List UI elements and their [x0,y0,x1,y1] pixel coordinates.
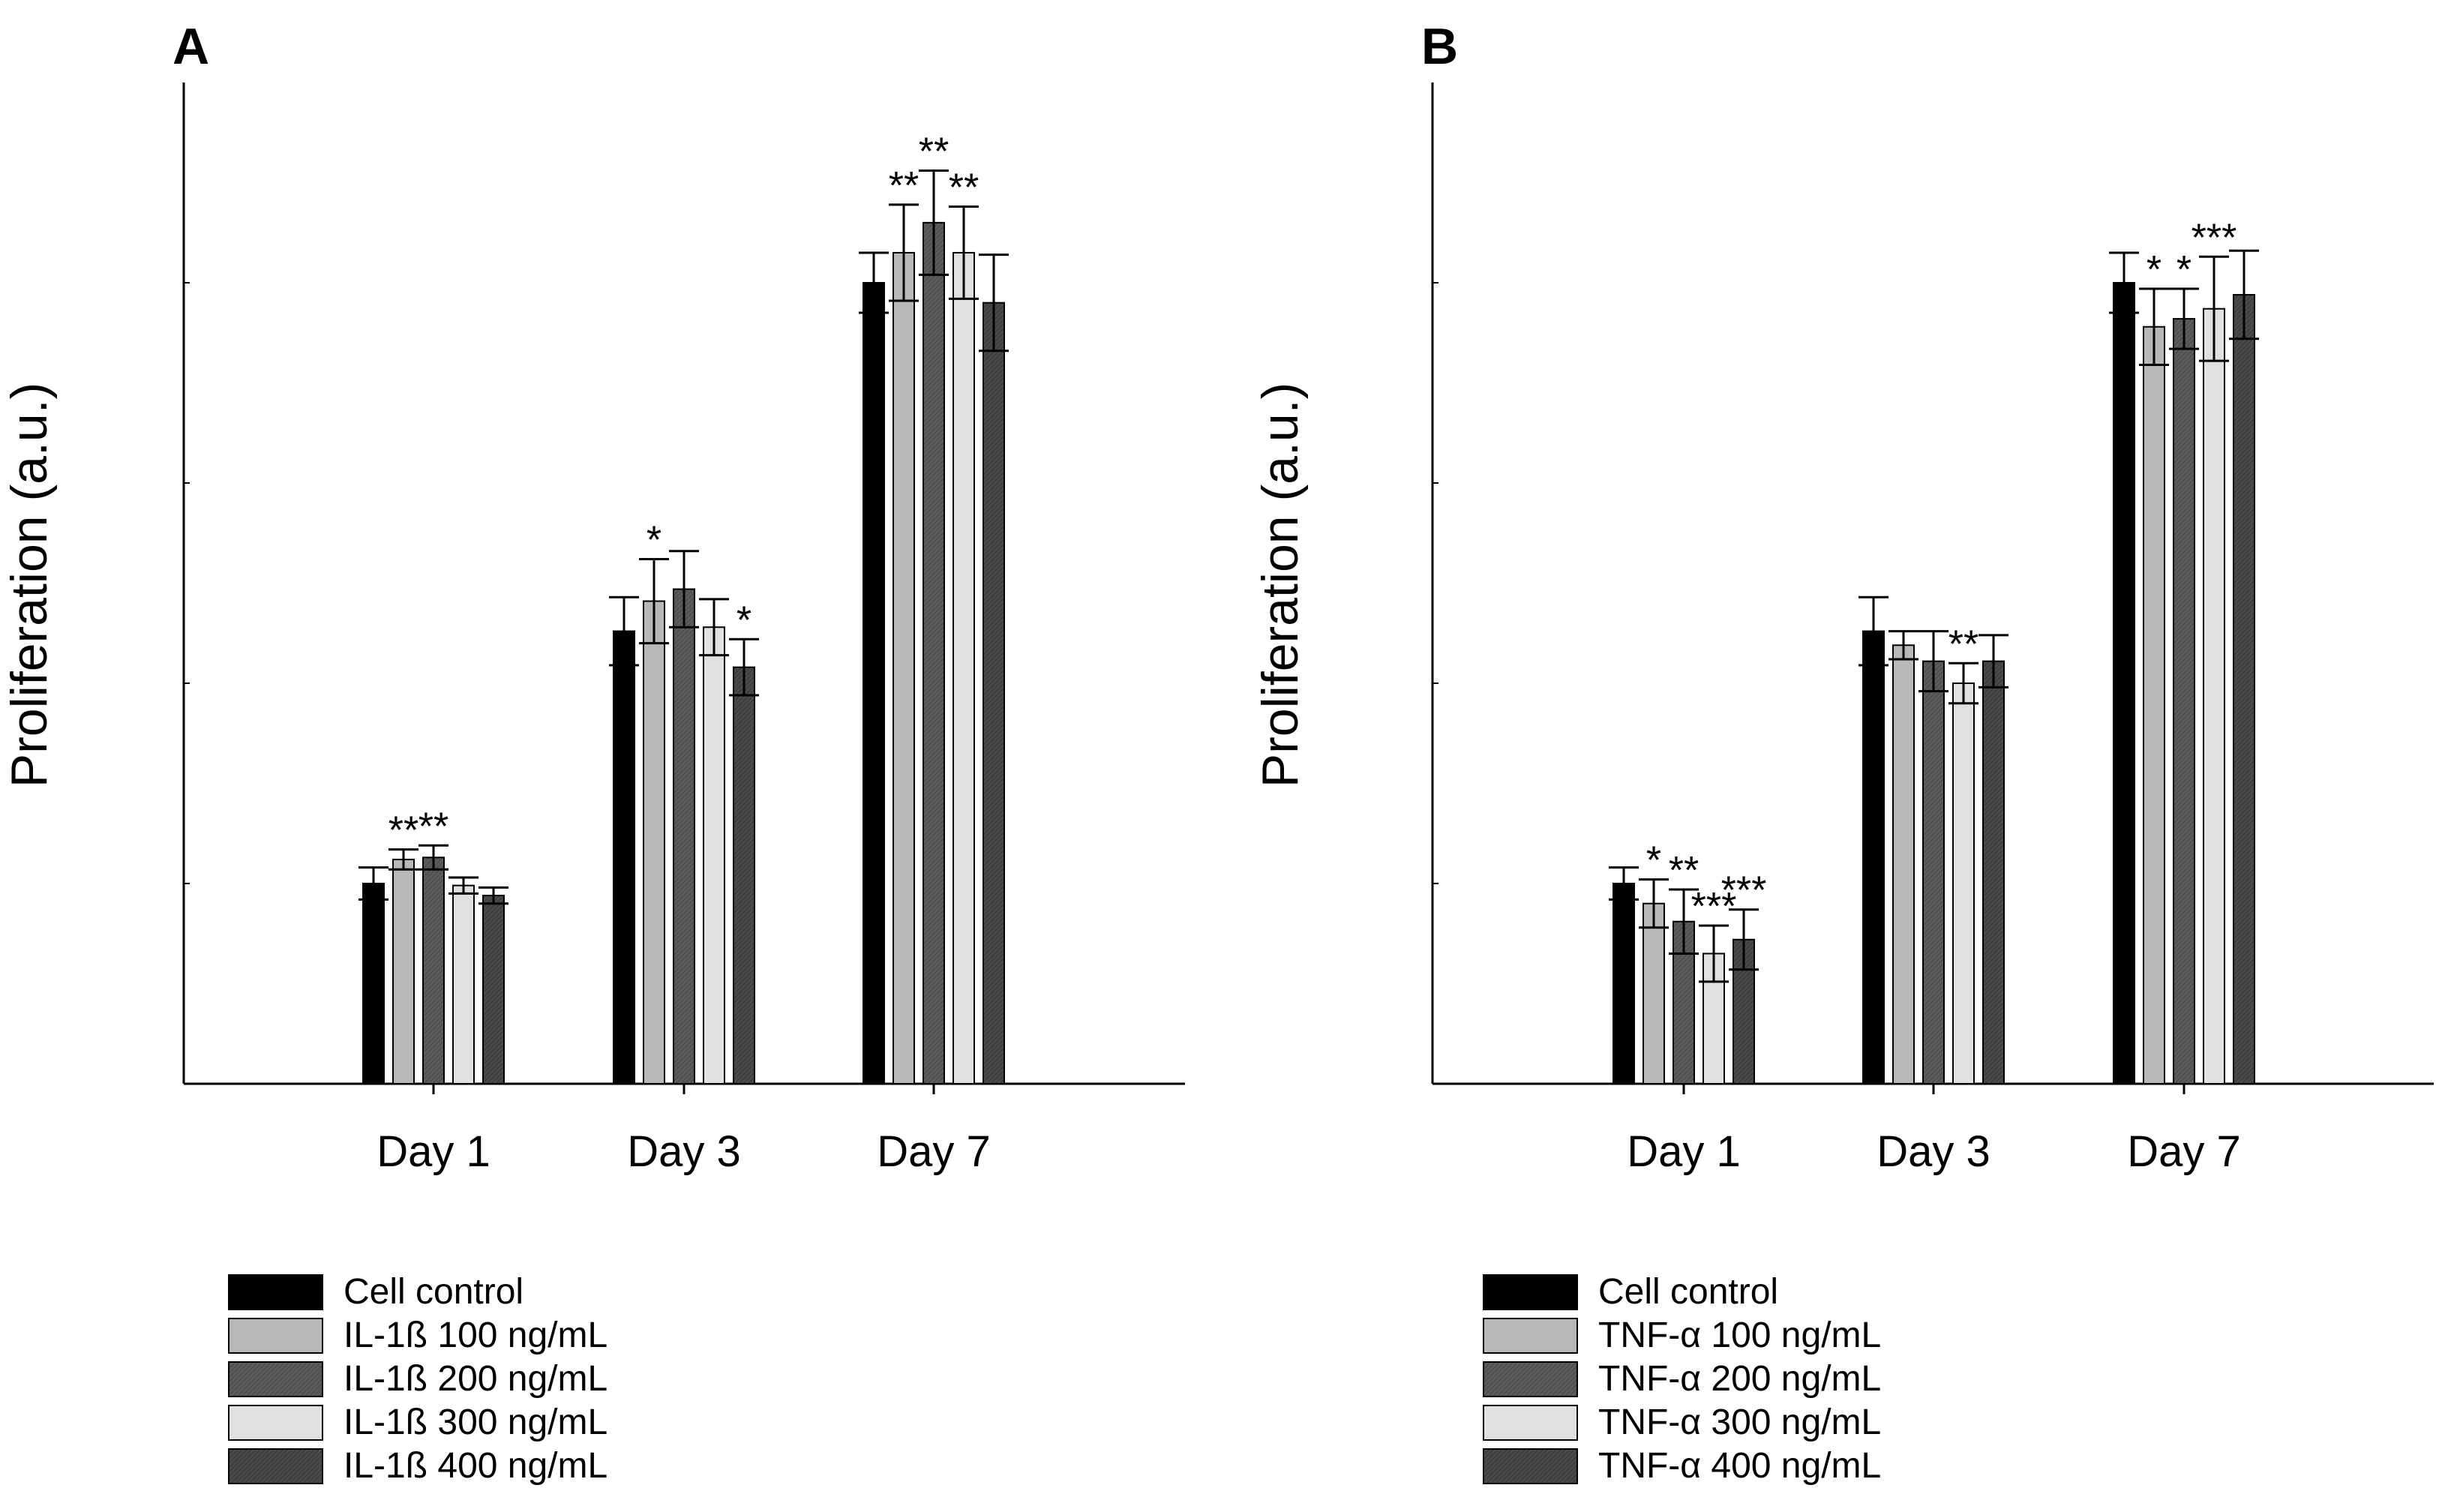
significance-label: ** [949,166,979,210]
legend-swatch [1483,1448,1578,1484]
x-tick-label: Day 3 [627,1127,741,1176]
bar [673,588,695,1084]
x-tick-label: Day 3 [1876,1127,1990,1176]
significance-label: * [1646,839,1661,883]
legend-swatch [228,1361,323,1397]
panel-label: B [1421,18,1458,75]
bar [613,630,635,1084]
bar [1982,660,2005,1084]
x-tick-label: Day 1 [1627,1127,1741,1176]
bar [643,600,665,1084]
y-axis-label: Proliferation (a.u.) [1252,382,1309,788]
significance-label: *** [1691,885,1737,928]
bar [362,883,385,1084]
legend-swatch [228,1405,323,1441]
legend-label: Cell control [1598,1272,1778,1312]
significance-label: ** [418,805,448,848]
legend-swatch [228,1318,323,1354]
bar [1952,682,1975,1084]
bar [703,626,725,1084]
bar [922,221,945,1084]
panel-label: A [172,18,209,75]
significance-label: * [646,518,662,562]
legend-swatch [1483,1318,1578,1354]
significance-label: ** [1948,622,1978,666]
x-tick-label: Day 7 [2127,1127,2241,1176]
significance-label: * [2176,248,2192,292]
bar [862,282,885,1084]
legend-swatch [228,1448,323,1484]
legend-swatch [1483,1405,1578,1441]
bar [1892,644,1915,1084]
significance-label: *** [1721,869,1767,913]
bar [1642,902,1665,1084]
legend-label: TNF-α 200 ng/mL [1598,1359,1881,1399]
x-tick-label: Day 7 [877,1127,991,1176]
significance-label: ** [889,164,919,208]
legend-swatch [228,1274,323,1310]
legend-label: TNF-α 100 ng/mL [1598,1316,1881,1355]
bar [482,895,505,1085]
bar [2113,282,2135,1084]
significance-label: ** [919,130,949,173]
bar [2233,294,2255,1084]
bar [452,884,475,1085]
bar [733,666,755,1084]
legend-label: IL-1ß 300 ng/mL [344,1402,608,1442]
bar [982,302,1005,1085]
bar [1612,883,1635,1084]
legend-swatch [1483,1361,1578,1397]
legend-swatch [1483,1274,1578,1310]
x-tick-label: Day 1 [376,1127,490,1176]
bar [2143,326,2165,1084]
bar [1922,660,1945,1084]
legend-label: TNF-α 400 ng/mL [1598,1446,1881,1486]
bar [2173,318,2195,1084]
bar [892,251,915,1085]
y-axis-label: Proliferation (a.u.) [1,382,58,788]
legend-label: Cell control [344,1272,524,1312]
significance-label: *** [2192,216,2237,260]
bar [1862,630,1885,1084]
legend-label: TNF-α 300 ng/mL [1598,1402,1881,1442]
significance-label: * [2146,248,2162,292]
bar [2203,308,2225,1085]
legend-label: IL-1ß 200 ng/mL [344,1359,608,1399]
legend-label: IL-1ß 100 ng/mL [344,1316,608,1355]
bar [952,251,975,1085]
legend-label: IL-1ß 400 ng/mL [344,1446,608,1486]
bar [422,856,445,1085]
significance-label: ** [1669,849,1699,892]
significance-label: ** [388,809,418,853]
significance-label: * [736,598,752,642]
bar [392,858,415,1084]
